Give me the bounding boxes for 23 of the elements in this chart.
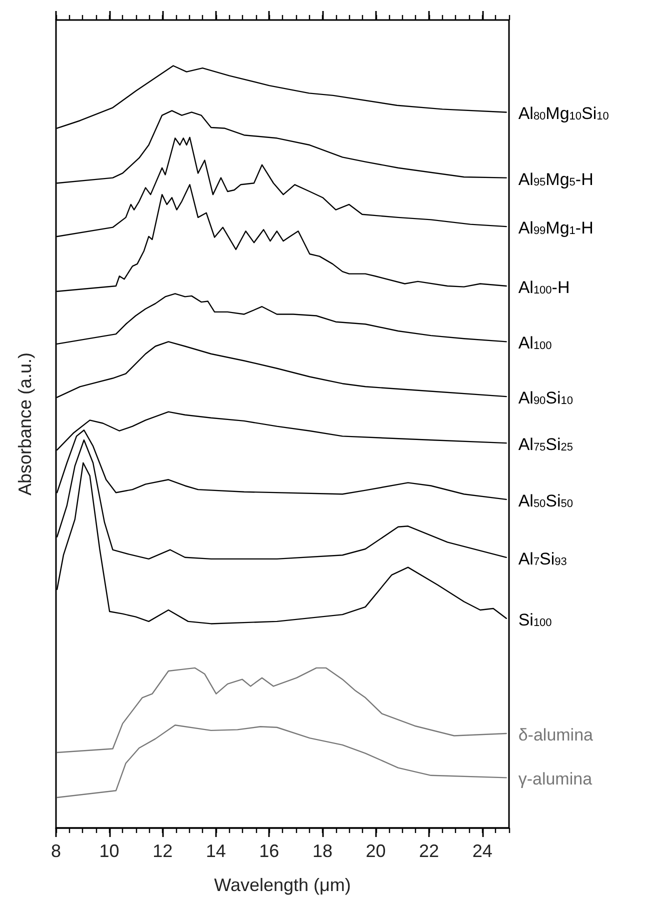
series-label: Al100-H: [518, 278, 570, 298]
x-tick-label: 12: [152, 841, 173, 861]
x-tick-label: 20: [366, 841, 386, 861]
series-label: Al75Si25: [518, 435, 574, 454]
series-label: Al99Mg1-H: [518, 218, 594, 238]
series-label: Si100: [518, 610, 552, 630]
series-label: δ-alumina: [518, 725, 594, 744]
series-label: γ-alumina: [518, 770, 593, 789]
x-tick-label: 18: [312, 841, 332, 861]
y-axis-title: Absorbance (a.u.): [15, 352, 35, 496]
x-tick-label: 14: [206, 841, 226, 861]
x-tick-label: 16: [259, 841, 280, 861]
x-axis-title: Wavelength (μm): [214, 875, 351, 895]
series-label: Al90Si10: [518, 388, 574, 408]
series-label: Al80Mg10Si10: [518, 104, 609, 124]
series-label: Al7Si93: [518, 549, 567, 568]
x-tick-label: 8: [50, 841, 62, 861]
x-tick-label: 24: [472, 841, 492, 861]
series-label: Al95Mg5-H: [518, 170, 594, 189]
x-tick-label: 22: [419, 841, 440, 861]
series-label: Al50Si50: [518, 491, 574, 510]
series-label: Al100: [518, 334, 552, 353]
x-tick-label: 10: [99, 841, 120, 861]
